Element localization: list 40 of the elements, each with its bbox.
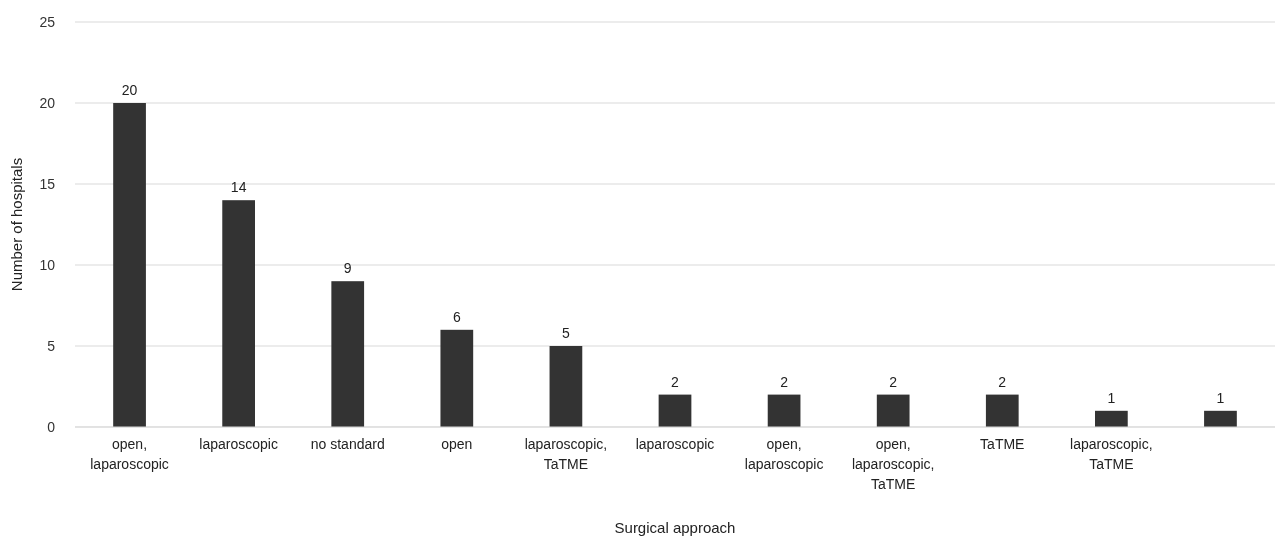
x-tick-label: open, laparoscopic [90, 436, 169, 472]
bar [222, 200, 255, 427]
data-label: 2 [671, 373, 680, 390]
x-tick-label: open, laparoscopic [744, 436, 824, 472]
bar [331, 281, 365, 427]
data-label: 2 [889, 373, 898, 390]
y-tick-label: 0 [47, 418, 56, 435]
x-tick-label: laparoscopic, TaTME [1070, 436, 1153, 472]
x-axis-title: Surgical approach [614, 519, 736, 536]
x-tick-label: laparoscopic [635, 436, 715, 452]
x-tick-label: laparoscopic [199, 436, 278, 452]
bar [985, 394, 1019, 427]
y-axis-title: Number of hospitals [8, 157, 25, 292]
bar [658, 394, 692, 427]
data-label: 9 [343, 260, 352, 277]
x-tick-label: no standard [310, 436, 385, 452]
data-label: 2 [780, 373, 789, 390]
data-label: 20 [121, 82, 138, 98]
bar [440, 329, 474, 427]
x-tick-label: open, laparoscopic, TaTME [851, 436, 935, 492]
bar [1095, 410, 1128, 427]
data-label: 5 [562, 325, 571, 341]
y-tick-label: 15 [39, 175, 56, 192]
y-tick-label: 25 [39, 13, 56, 30]
data-label: 1 [1107, 389, 1116, 406]
data-label: 6 [452, 308, 461, 325]
y-tick-label: 20 [39, 94, 56, 111]
y-tick-label: 10 [39, 256, 56, 273]
data-label: 2 [998, 373, 1007, 390]
x-tick-label: laparoscopic, TaTME [524, 436, 608, 472]
bar [549, 346, 583, 427]
bar [1204, 410, 1237, 427]
bar [767, 394, 801, 427]
bar [113, 103, 146, 427]
x-tick-label: TaTME [980, 436, 1025, 452]
y-tick-label: 5 [47, 337, 56, 354]
data-label: 1 [1216, 389, 1225, 406]
x-tick-label: open [441, 436, 473, 452]
bar [876, 394, 910, 427]
data-label: 14 [230, 179, 247, 196]
